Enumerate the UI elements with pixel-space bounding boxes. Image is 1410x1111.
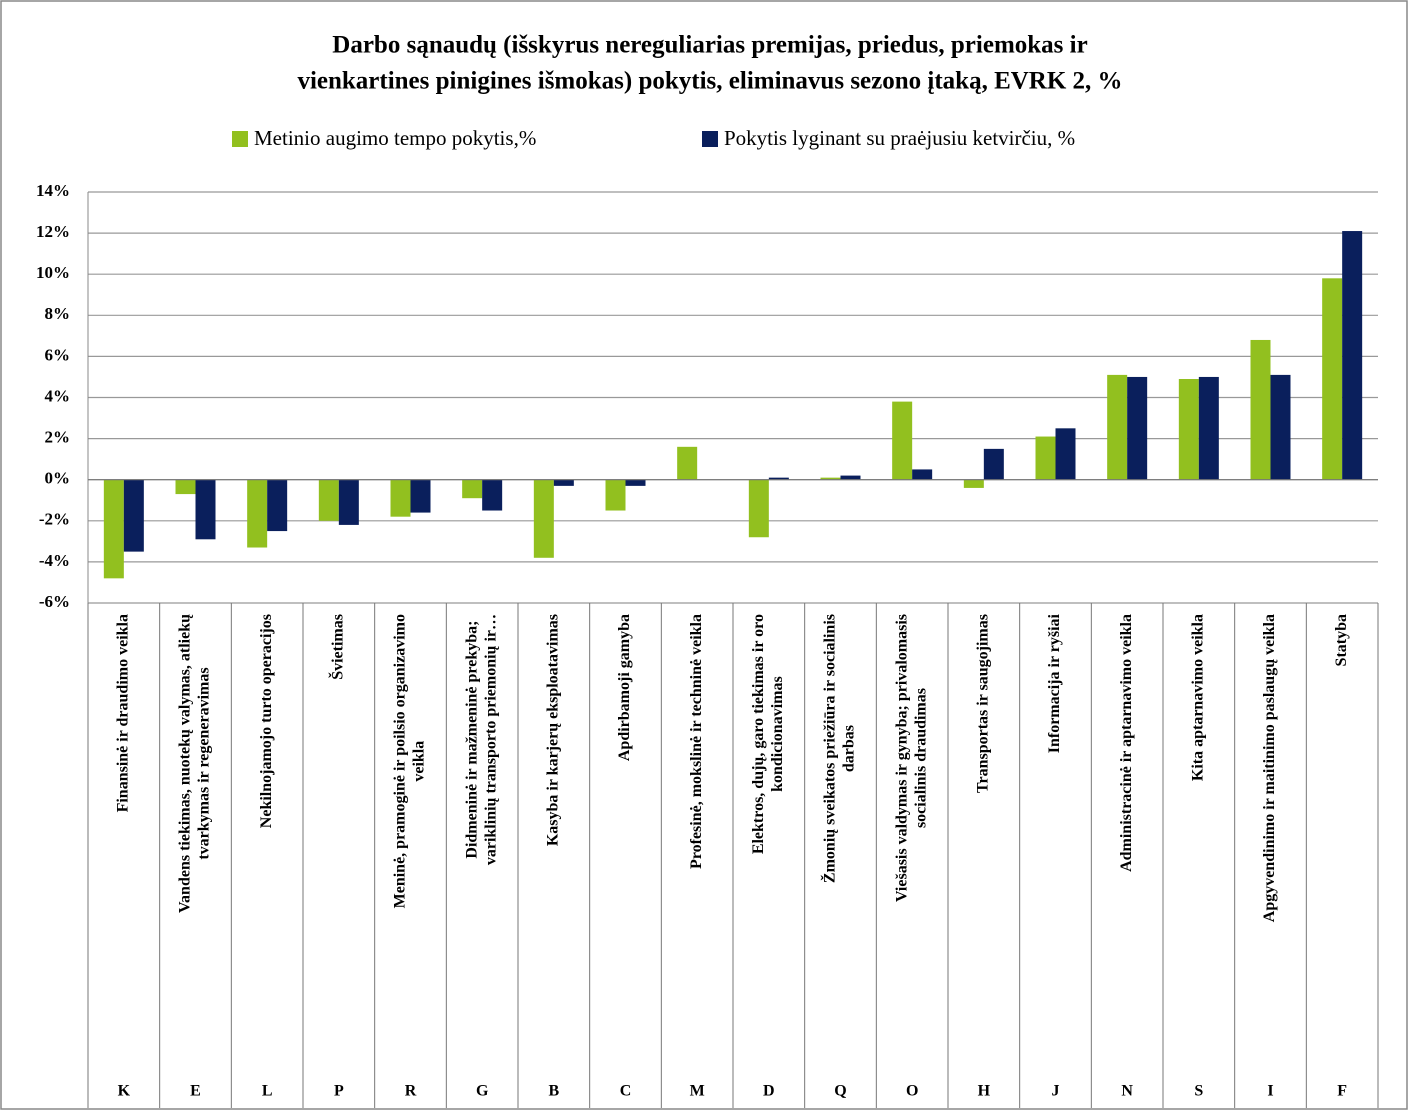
x-tick-label: Švietimas <box>328 614 347 680</box>
legend-label: Metinio augimo tempo pokytis,% <box>254 126 536 150</box>
bar <box>338 479 359 525</box>
x-tick-label: Transportas ir saugojimas <box>975 614 992 793</box>
bar <box>820 477 841 480</box>
bar <box>1198 376 1219 480</box>
category-code: S <box>1194 1083 1203 1100</box>
bar <box>553 479 574 486</box>
bar <box>768 477 789 480</box>
y-tick-label: 14% <box>36 181 70 200</box>
x-tick-label: Administracinė ir aptarnavimo veikla <box>1118 614 1135 872</box>
bar <box>912 469 933 480</box>
category-code: I <box>1267 1083 1273 1100</box>
bar <box>1127 376 1148 480</box>
x-tick-label: Finansinė ir draudimo veikla <box>115 614 132 812</box>
x-tick-label: socialinis draudimas <box>912 688 929 828</box>
bar <box>1107 374 1128 480</box>
chart-title: Darbo sąnaudų (išskyrus nereguliarias pr… <box>332 32 1087 59</box>
x-tick-label: Informacija ir ryšiai <box>1046 613 1063 753</box>
category-code: R <box>405 1083 417 1100</box>
bar <box>1342 231 1363 480</box>
category-code: D <box>763 1083 775 1100</box>
bar <box>1035 436 1056 480</box>
bar <box>892 401 913 480</box>
bar <box>1270 374 1291 480</box>
category-code: C <box>620 1083 632 1100</box>
chart-title: vienkartines pinigines išmokas) pokytis,… <box>297 68 1122 95</box>
bar <box>195 479 216 540</box>
category-code: P <box>334 1083 344 1100</box>
y-tick-label: 2% <box>45 428 71 447</box>
bar <box>533 479 554 558</box>
category-code: B <box>548 1083 559 1100</box>
bar <box>748 479 769 538</box>
category-code: F <box>1337 1083 1347 1100</box>
bar <box>625 479 646 486</box>
bar <box>267 479 288 532</box>
bar <box>175 479 196 495</box>
bar <box>390 479 411 517</box>
x-tick-label: Apgyvendinimo ir maitinimo paslaugų veik… <box>1261 614 1278 922</box>
legend-label: Pokytis lyginant su praėjusiu ketvirčiu,… <box>724 126 1075 150</box>
category-code: Q <box>834 1083 846 1100</box>
y-tick-label: -2% <box>39 510 70 529</box>
y-tick-label: 12% <box>36 222 70 241</box>
y-tick-label: 4% <box>45 386 71 405</box>
category-code: L <box>262 1083 273 1100</box>
x-tick-label: Profesinė, mokslinė ir techninė veikla <box>688 614 705 869</box>
y-tick-label: 0% <box>45 469 71 488</box>
bar <box>1250 339 1271 480</box>
bar <box>605 479 626 511</box>
x-tick-label: Didmeninė ir mažmeninė prekyba; <box>463 621 480 859</box>
x-tick-label: Kasyba ir karjerų eksploatavimas <box>545 614 562 846</box>
x-tick-label: darbas <box>841 725 858 772</box>
x-tick-label: Elektros, dujų, garo tiekimas ir oro <box>750 614 767 854</box>
bar <box>963 479 984 488</box>
x-tick-label: tvarkymas ir regeneravimas <box>196 667 213 859</box>
category-code: H <box>978 1083 991 1100</box>
category-code: N <box>1121 1083 1133 1100</box>
category-code: K <box>118 1083 131 1100</box>
bar <box>247 479 268 548</box>
bar <box>840 475 861 480</box>
bar <box>462 479 483 499</box>
bar <box>983 448 1004 480</box>
x-tick-label: Kita aptarnavimo veikla <box>1190 614 1207 781</box>
bar <box>1055 428 1076 480</box>
y-tick-label: 6% <box>45 345 71 364</box>
x-tick-label: Žmonių sveikatos priežiūra ir socialinis <box>820 614 839 883</box>
bar <box>103 479 124 579</box>
bar <box>410 479 431 513</box>
y-tick-label: -4% <box>39 551 70 570</box>
y-tick-label: 8% <box>45 304 71 323</box>
x-tick-label: veikla <box>411 741 428 782</box>
x-tick-label: kondicionavimas <box>769 676 786 792</box>
category-code: O <box>906 1083 918 1100</box>
bar <box>1178 379 1199 480</box>
x-tick-label: Statyba <box>1333 614 1350 666</box>
y-tick-label: 10% <box>36 263 70 282</box>
x-tick-label: Viešasis valdymas ir gynyba; privalomasi… <box>893 614 910 902</box>
y-tick-label: -6% <box>39 592 70 611</box>
bar <box>318 479 339 521</box>
x-tick-label: Apdirbamoji gamyba <box>616 614 633 761</box>
bar <box>1322 278 1343 480</box>
bar <box>482 479 503 511</box>
category-code: G <box>476 1083 489 1100</box>
bar <box>123 479 144 552</box>
legend-swatch <box>702 131 718 147</box>
x-tick-label: Meninė, pramoginė ir poilsio organizavim… <box>392 614 409 908</box>
category-code: J <box>1052 1083 1060 1100</box>
legend-swatch <box>232 131 248 147</box>
category-code: E <box>190 1083 201 1100</box>
category-code: M <box>690 1083 705 1100</box>
x-tick-label: Vandens tiekimas, nuotekų valymas, atlie… <box>177 614 194 913</box>
x-tick-label: Nekilnojamojo turto operacijos <box>258 614 275 828</box>
bar <box>677 446 698 480</box>
x-tick-label: variklinių transporto priemonių ir… <box>482 614 499 865</box>
